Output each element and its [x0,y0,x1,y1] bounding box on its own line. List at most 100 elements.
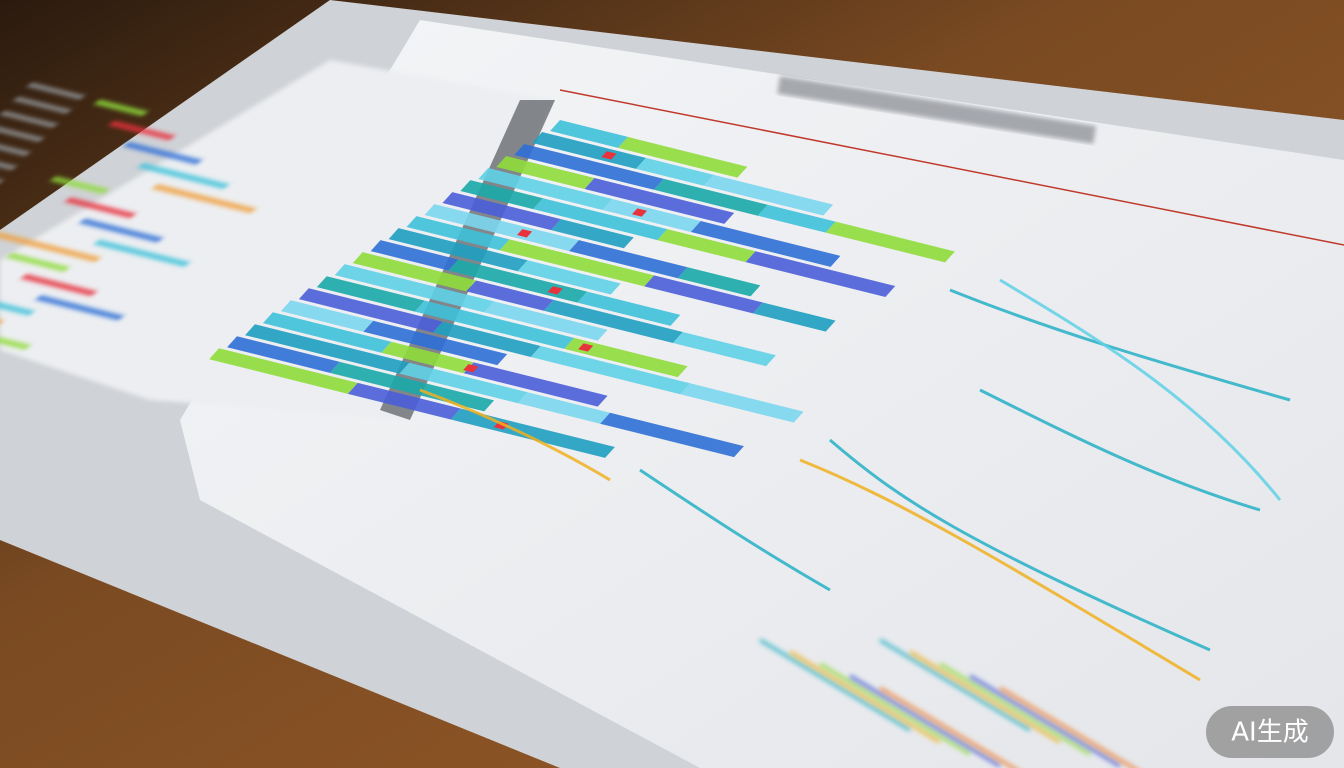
decorative-stroke [938,662,1092,756]
decorative-bar [745,251,896,297]
decorative-bar [347,382,461,420]
decorative-bar [577,291,681,326]
decorative-bar [532,132,646,169]
decorative-bar [262,312,392,353]
decorative-bar [21,274,97,296]
decorative-bar [298,288,443,333]
bar-group [209,120,955,458]
decorative-bar [450,408,615,458]
decorative-bar [65,197,136,219]
decorative-marker [631,208,648,217]
decorative-bar [825,221,955,263]
decorative-bar [94,239,190,267]
watermark-text: AI生成 [1231,718,1308,748]
decorative-line [979,388,1261,512]
decorative-bar [35,295,124,321]
decorative-bar [370,240,459,271]
rule-line [559,89,1344,246]
decorative-stroke [968,674,1122,768]
decorative-bar [245,324,410,374]
decorative-marker [517,229,533,238]
decorative-bar [50,176,109,194]
decorative-bar [533,198,668,241]
decorative-bar [381,341,474,374]
decorative-bar [657,229,756,263]
decorative-bar [551,219,634,249]
decorative-bar [432,321,541,357]
decorative-bar [644,275,763,314]
decorative-marker [578,343,594,352]
badge-background [1206,706,1334,758]
decorative-bar [388,228,528,272]
garbled-heading [777,75,1097,144]
decorative-bar [0,231,101,262]
decorative-bar [152,184,256,214]
decorative-stroke [848,674,1002,768]
decorative-bar [677,267,761,297]
decorative-stroke [818,662,972,756]
decorative-bar [584,178,735,224]
decorative-bar [352,252,477,292]
decorative-line [999,278,1282,501]
decorative-bar [414,300,575,349]
decorative-bar [227,336,340,373]
decorative-bar [424,204,579,252]
decorative-bar [280,300,374,332]
decorative-bar [550,120,628,148]
decorative-bar [334,264,495,313]
decorative-bar [514,144,664,190]
decorative-stroke [758,638,912,732]
decorative-marker [601,151,617,160]
decorative-bar [499,239,655,287]
decorative-line [829,438,1211,652]
decorative-bar [600,412,744,458]
decorative-bar [569,240,688,279]
decorative-stroke [788,650,942,744]
decorative-bar [329,361,495,412]
decorative-bar [752,302,836,332]
decorative-bar [530,346,691,395]
decorative-bar [0,287,35,316]
decorative-bar [517,260,621,295]
decorative-bar [484,301,608,341]
decorative-bar [602,199,701,232]
decorative-line [639,468,831,592]
decorative-bar [138,163,229,189]
decorative-line [419,388,611,482]
decorative-bar [517,392,611,424]
decorative-bar [690,221,841,267]
decorative-bar [316,276,425,312]
decorative-bar [109,120,175,141]
decorative-bar [543,299,683,343]
decorative-stroke [878,638,1032,732]
decorative-bar [672,332,776,367]
decorative-stroke [908,650,1062,744]
decorative-bar [6,252,70,272]
decorative-bar [79,218,163,243]
watermark-badge: AI生成 [1206,706,1334,758]
decorative-marker [547,286,563,295]
decorative-marker [463,364,479,373]
left-bar-group [0,82,256,350]
decorative-label [0,110,57,128]
decorative-bar [94,99,148,116]
decorative-line [799,458,1201,682]
decorative-bar [757,204,836,233]
decorative-label [0,125,44,142]
decorative-bar [466,280,554,311]
decorative-bar [209,348,358,394]
line-group [419,278,1291,768]
decorative-stroke [878,686,1018,768]
decorative-bar [123,141,202,165]
decorative-label [0,153,17,170]
decorative-bar [703,174,834,216]
decorative-bar [399,362,528,404]
decorative-bar [0,329,31,350]
decorative-bar [463,362,608,407]
decorative-bar [564,337,688,378]
decorative-label [14,96,71,114]
decorative-label [27,82,85,100]
decorative-bar [636,157,714,186]
